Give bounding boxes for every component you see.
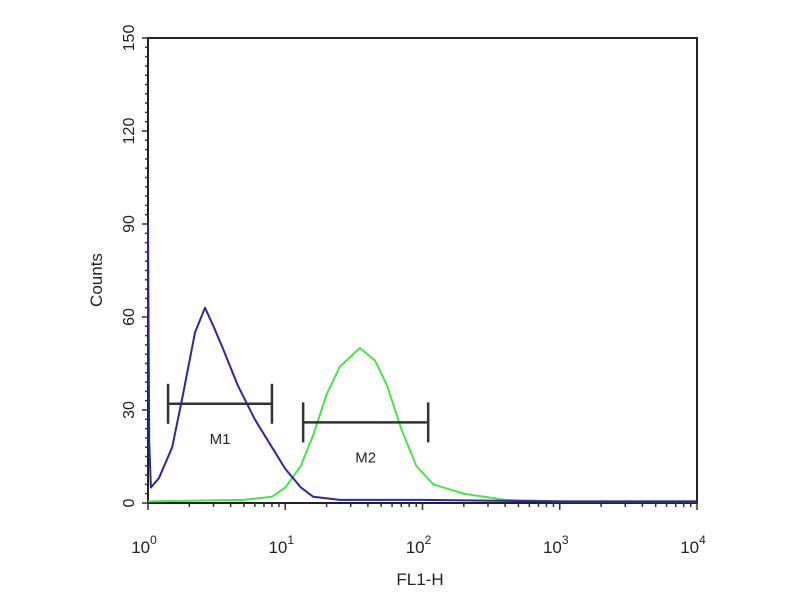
x-axis-label: FL1-H [396, 570, 443, 589]
histogram-series-line [147, 347, 697, 503]
y-tick-label: 120 [121, 118, 138, 145]
y-tick-label: 0 [121, 498, 138, 507]
marker-label: M1 [210, 431, 231, 448]
x-tick-label: 104 [680, 533, 706, 557]
x-tick-label: 103 [543, 533, 569, 557]
y-axis-label: Counts [87, 253, 106, 307]
y-tick-label: 150 [121, 25, 138, 52]
y-tick-label: 30 [121, 401, 138, 419]
y-tick-label: 60 [121, 308, 138, 326]
x-tick-label: 101 [268, 533, 294, 557]
x-tick-label: 100 [131, 533, 157, 557]
x-tick-label: 102 [406, 533, 432, 557]
histogram-series-line [147, 223, 697, 503]
marker-label: M2 [355, 449, 376, 466]
y-tick-label: 90 [121, 215, 138, 233]
